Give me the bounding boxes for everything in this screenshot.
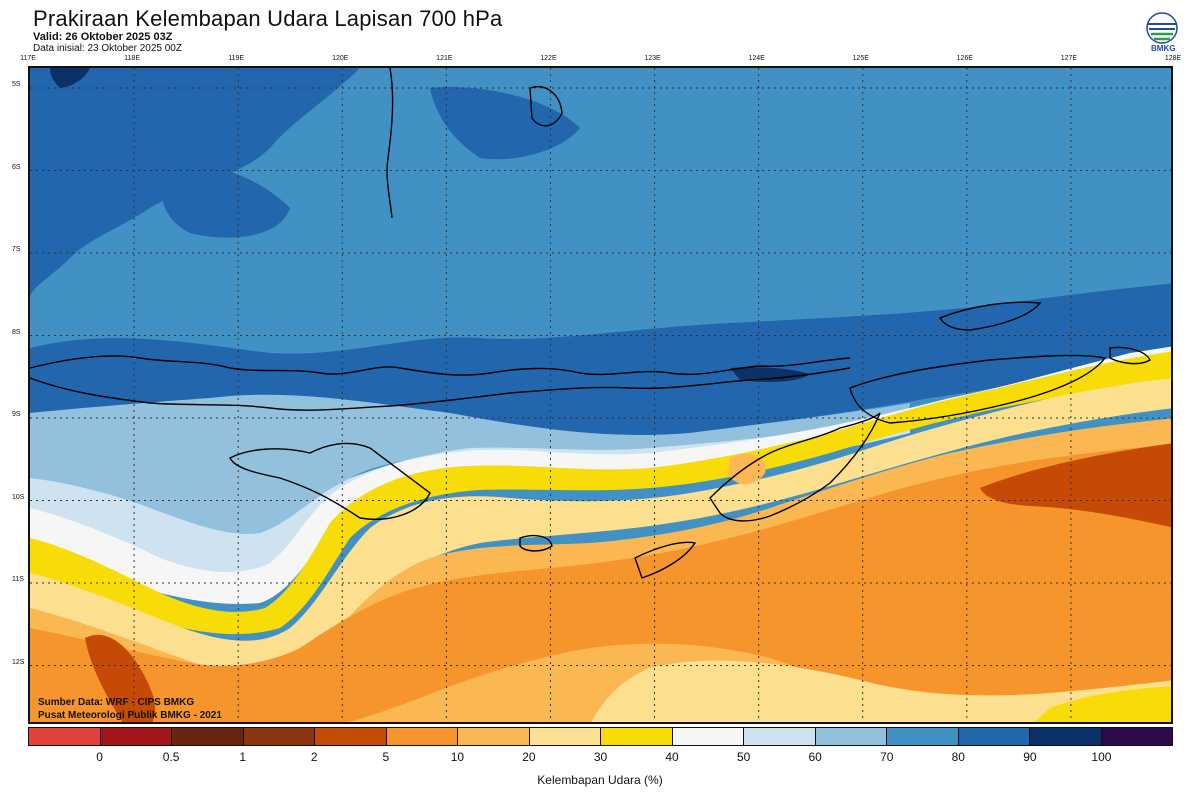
lon-label: 120E — [332, 55, 349, 62]
colorbar-tick: 80 — [951, 750, 965, 764]
sumba-island — [229, 442, 431, 520]
lat-label: 7S — [12, 246, 21, 253]
field-white — [30, 346, 1171, 604]
lon-label: 118E — [124, 55, 140, 62]
colorbar-segment — [958, 728, 1030, 745]
field-dark-blue-north — [430, 87, 580, 160]
lon-label: 127E — [1060, 55, 1078, 62]
lon-label: 122E — [540, 55, 557, 62]
humidity-map — [28, 66, 1173, 724]
colorbar-tick: 70 — [880, 750, 894, 764]
rote-island — [634, 541, 697, 579]
timor-island — [709, 412, 881, 522]
field-dark-blue-nw — [161, 165, 290, 238]
colorbar-segment — [601, 728, 673, 745]
logo-text: BMKG — [1151, 44, 1176, 53]
center-credit: Pusat Meteorologi Publik BMKG - 2021 — [38, 710, 222, 721]
lat-label: 8S — [12, 328, 21, 336]
wetar-island — [938, 301, 1042, 331]
field-south-pale — [591, 660, 1171, 722]
lon-label: 128E — [1164, 55, 1182, 62]
colorbar-segment — [29, 728, 101, 745]
lat-label: 12S — [12, 658, 25, 666]
field-dark-orange-east — [980, 443, 1171, 528]
colorbar-segment — [744, 728, 816, 745]
timor-leste-outline — [849, 354, 1107, 424]
lat-label: 5S — [12, 81, 21, 88]
lon-label: 126E — [956, 55, 973, 62]
lesser-sunda-south — [30, 367, 851, 411]
lat-label: 11S — [12, 576, 24, 583]
chart-title: Prakiraan Kelembapan Udara Lapisan 700 h… — [33, 6, 503, 31]
east-island — [1109, 346, 1151, 365]
colorbar-label: Kelembapan Udara (%) — [537, 773, 663, 787]
colorbar-segment — [172, 728, 244, 745]
colorbar-segment — [887, 728, 959, 745]
colorbar-segment — [672, 728, 744, 745]
colorbar-segment — [1030, 728, 1102, 745]
field-light-blue — [30, 394, 910, 572]
colorbar-tick: 60 — [808, 750, 822, 764]
colorbar-tick: 40 — [665, 750, 679, 764]
colorbar-tick: 0.5 — [162, 750, 180, 764]
lat-label: 10S — [12, 493, 25, 501]
colorbar-segment — [243, 728, 315, 745]
colorbar-tick: 2 — [310, 750, 318, 764]
initial-time: Data inisial: 23 Oktober 2025 00Z — [33, 43, 182, 54]
selayar-coast — [386, 68, 394, 219]
lon-label: 125E — [852, 55, 869, 62]
colorbar-segment — [458, 728, 530, 745]
lat-label: 9S — [12, 411, 21, 418]
field-dark-orange-sw — [85, 634, 156, 722]
lon-label: 117E — [20, 55, 36, 62]
lon-label: 121E — [436, 55, 453, 62]
colorbar-segment — [529, 728, 601, 745]
colorbar-segment — [386, 728, 458, 745]
buton-coast — [529, 86, 563, 127]
colorbar-segment — [315, 728, 387, 745]
colorbar-segment — [815, 728, 887, 745]
lon-label: 124E — [748, 55, 765, 62]
source-credit: Sumber Data: WRF - CIPS BMKG — [38, 697, 195, 708]
humidity-field — [30, 68, 1171, 722]
field-light-orange — [30, 378, 1171, 673]
colorbar-tick: 50 — [736, 750, 751, 764]
colorbar-tick: 5 — [382, 750, 390, 764]
lesser-sunda-coast — [30, 355, 851, 376]
colorbar — [28, 727, 1173, 746]
valid-time: Valid: 26 Oktober 2025 03Z — [33, 31, 173, 43]
field-south-yellow — [1034, 686, 1171, 722]
lat-label: 6S — [12, 163, 21, 171]
bmkg-logo-icon — [1146, 12, 1178, 44]
colorbar-tick: 90 — [1023, 750, 1037, 764]
coastlines — [30, 68, 1151, 579]
field-light-tongue — [728, 453, 766, 485]
lon-label: 119E — [228, 55, 245, 62]
graticule — [30, 68, 1171, 722]
colorbar-segment — [100, 728, 172, 745]
colorbar-segment — [1101, 728, 1172, 745]
colorbar-tick: 10 — [450, 750, 465, 764]
field-navy-corner — [50, 68, 90, 88]
sawu-island — [519, 534, 553, 552]
colorbar-tick: 20 — [522, 750, 536, 764]
colorbar-tick: 100 — [1091, 750, 1112, 764]
colorbar-tick: 1 — [239, 750, 247, 764]
field-navy-core — [730, 367, 810, 382]
colorbar-tick: 30 — [593, 750, 608, 764]
colorbar-tick: 0 — [96, 750, 103, 764]
lon-label: 123E — [644, 55, 661, 62]
field-dark-blue-band — [30, 283, 1171, 436]
